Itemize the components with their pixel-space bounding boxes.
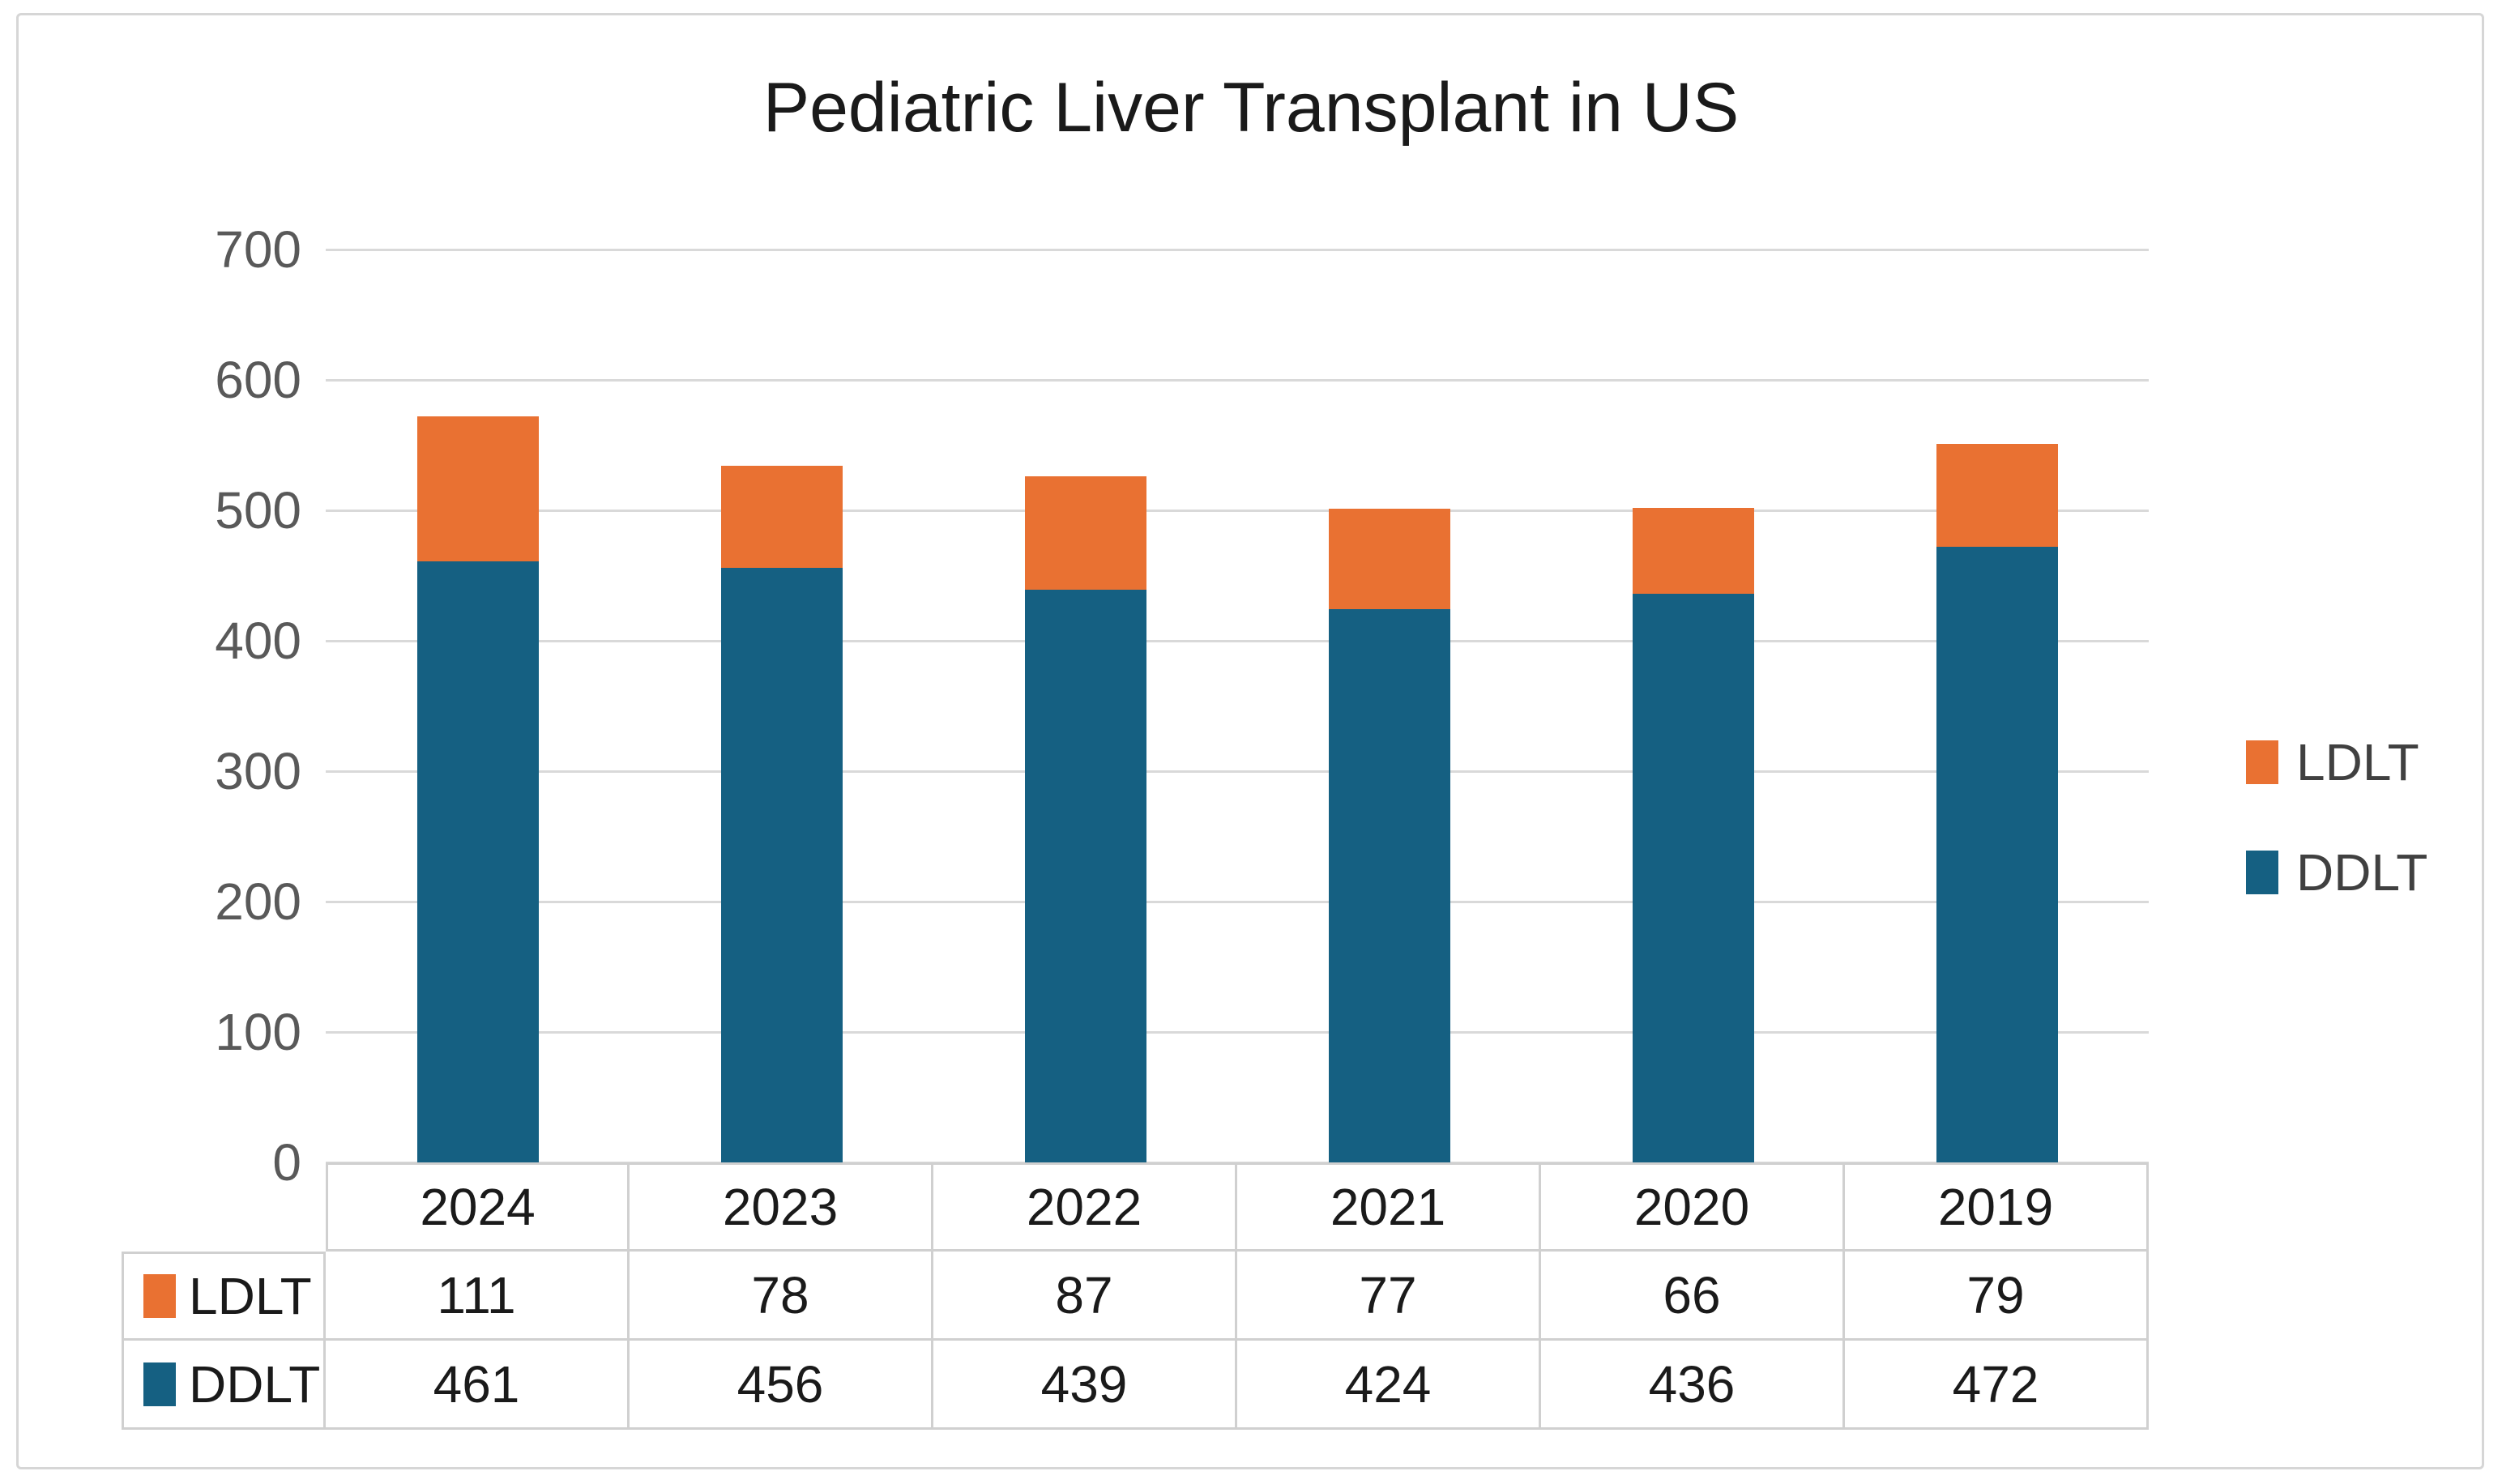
value-cell: 79: [1845, 1252, 2149, 1341]
year-header-cell: 2022: [933, 1162, 1237, 1252]
value-cell: 472: [1845, 1341, 2149, 1430]
value-cell: 87: [933, 1252, 1237, 1341]
y-tick-label: 300: [215, 742, 301, 800]
value-cell: 77: [1237, 1252, 1541, 1341]
bar-segment-ddlt: [1024, 590, 1146, 1162]
bar-segment-ddlt: [1632, 594, 1754, 1162]
year-header-cell: 2021: [1237, 1162, 1541, 1252]
bar-segment-ldlt: [1328, 509, 1450, 610]
y-tick-label: 500: [215, 481, 301, 539]
row-label-cell: LDLT: [122, 1252, 326, 1341]
gridline: [326, 378, 2149, 382]
y-tick-label: 200: [215, 872, 301, 931]
legend-label: DDLT: [2296, 843, 2428, 902]
row-label: DDLT: [189, 1354, 321, 1414]
gridline: [326, 248, 2149, 251]
bar-segment-ldlt: [1632, 507, 1754, 595]
gridline: [326, 770, 2149, 773]
y-tick-label: 700: [215, 220, 301, 279]
value-cell: 424: [1237, 1341, 1541, 1430]
bar-segment-ldlt: [720, 466, 843, 568]
bar-segment-ldlt: [1936, 443, 2058, 548]
year-header-cell: 2023: [630, 1162, 933, 1252]
value-cell: 461: [326, 1341, 630, 1430]
legend-label: LDLT: [2296, 733, 2419, 791]
bar-segment-ddlt: [1328, 609, 1450, 1162]
row-key-swatch-ldlt: [143, 1274, 176, 1318]
gridline: [326, 900, 2149, 903]
chart-title: Pediatric Liver Transplant in US: [762, 69, 1740, 147]
bar-segment-ldlt: [416, 416, 539, 561]
year-header-cell: 2024: [326, 1162, 630, 1252]
y-tick-label: 100: [215, 1003, 301, 1061]
value-cell: 78: [630, 1252, 933, 1341]
y-tick-label: 400: [215, 612, 301, 670]
legend: LDLT DDLT: [2246, 720, 2427, 940]
row-label: LDLT: [189, 1267, 312, 1325]
y-tick-label: 0: [272, 1133, 301, 1192]
bar-segment-ddlt: [416, 561, 539, 1162]
value-cell: 456: [630, 1341, 933, 1430]
value-cell: 111: [326, 1252, 630, 1341]
value-cell: 439: [933, 1341, 1237, 1430]
value-cell: 436: [1541, 1341, 1845, 1430]
legend-swatch-ddlt: [2246, 851, 2278, 894]
gridline: [326, 639, 2149, 642]
gridline: [326, 509, 2149, 512]
legend-swatch-ldlt: [2246, 740, 2278, 784]
value-cell: 66: [1541, 1252, 1845, 1341]
legend-item: LDLT: [2246, 720, 2427, 804]
y-tick-label: 600: [215, 351, 301, 409]
year-header-cell: 2019: [1845, 1162, 2149, 1252]
row-key-swatch-ddlt: [143, 1362, 176, 1406]
bar-segment-ddlt: [1936, 547, 2058, 1162]
bar-segment-ldlt: [1024, 476, 1146, 591]
plot-area: 700 600 500 400 300 200 100 0: [215, 224, 2149, 1188]
gridline: [326, 1030, 2149, 1034]
legend-item: DDLT: [2246, 830, 2427, 915]
bar-segment-ddlt: [720, 567, 843, 1162]
data-table: 2024 2023 2022 2021 2020 2019 LDLT 111 78 87 77 66 7…: [122, 1162, 2149, 1430]
row-label-cell: DDLT: [122, 1341, 326, 1430]
year-header-cell: 2020: [1541, 1162, 1845, 1252]
